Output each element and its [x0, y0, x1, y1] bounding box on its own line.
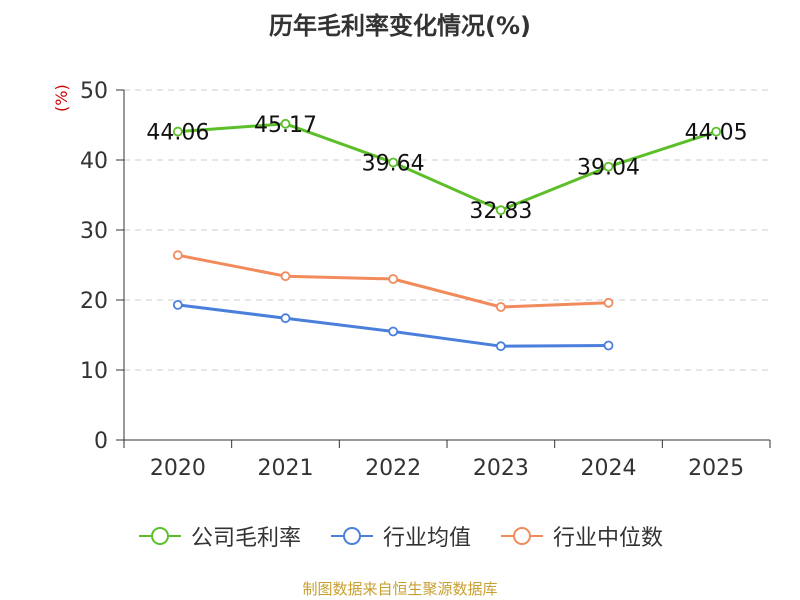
legend-marker-icon — [330, 527, 373, 545]
company-gross-margin-point — [603, 161, 614, 172]
industry-average-point — [603, 340, 614, 351]
x-tick-label: 2025 — [688, 456, 744, 481]
company-gross-margin-point — [280, 118, 291, 129]
x-tick-label: 2021 — [258, 456, 314, 481]
industry-average-point — [280, 313, 291, 324]
industry-average-line — [177, 303, 609, 348]
legend-label: 公司毛利率 — [190, 526, 301, 551]
company-gross-margin-point — [172, 126, 183, 137]
data-source-note: 制图数据来自恒生聚源数据库 — [302, 580, 498, 598]
data-label: 44.05 — [685, 121, 748, 146]
data-label: 45.17 — [254, 113, 317, 138]
legend-label: 行业中位数 — [553, 526, 664, 551]
legend-item-industry-median[interactable]: 行业中位数 — [499, 520, 663, 552]
industry-average-point — [388, 326, 399, 337]
industry-median-point — [388, 274, 399, 284]
data-label: 39.64 — [362, 152, 425, 177]
data-label: 32.83 — [469, 199, 532, 224]
x-tick-label: 2024 — [581, 456, 637, 481]
y-tick-label: 30 — [80, 219, 108, 244]
company-gross-margin-line — [177, 122, 717, 212]
industry-median-point — [172, 250, 183, 261]
industry-median-point — [603, 297, 614, 308]
line-chart: 0 10 20 30 40 50 2020 2021 2022 2023 2024 2025 44.06… — [80, 79, 771, 481]
industry-average-point — [172, 299, 183, 310]
industry-average-point — [495, 341, 506, 352]
legend-label: 行业均值 — [382, 526, 471, 551]
y-tick-label: 0 — [94, 429, 108, 454]
company-gross-margin-point — [495, 205, 506, 216]
legend-item-company-gross-margin[interactable]: 公司毛利率 — [137, 520, 301, 552]
y-tick-label: 10 — [80, 359, 108, 384]
data-label: 44.06 — [146, 121, 209, 146]
y-tick-label: 50 — [80, 79, 108, 104]
chart-legend: 公司毛利率 行业均值 行业中位数 — [0, 520, 800, 552]
legend-marker-icon — [138, 527, 181, 545]
data-label: 39.04 — [577, 156, 640, 181]
industry-median-point — [280, 271, 291, 282]
x-tick-label: 2022 — [365, 456, 421, 481]
legend-item-industry-average[interactable]: 行业均值 — [329, 520, 471, 552]
x-tick-label: 2020 — [150, 456, 206, 481]
company-gross-margin-point — [388, 157, 399, 168]
company-gross-margin-point — [711, 126, 722, 137]
industry-median-point — [495, 302, 506, 312]
y-tick-label: 20 — [80, 289, 108, 314]
chart-title: 历年毛利率变化情况(%) — [269, 12, 531, 40]
legend-marker-icon — [501, 527, 543, 545]
x-tick-label: 2023 — [473, 456, 529, 481]
y-tick-label: 40 — [80, 149, 108, 174]
